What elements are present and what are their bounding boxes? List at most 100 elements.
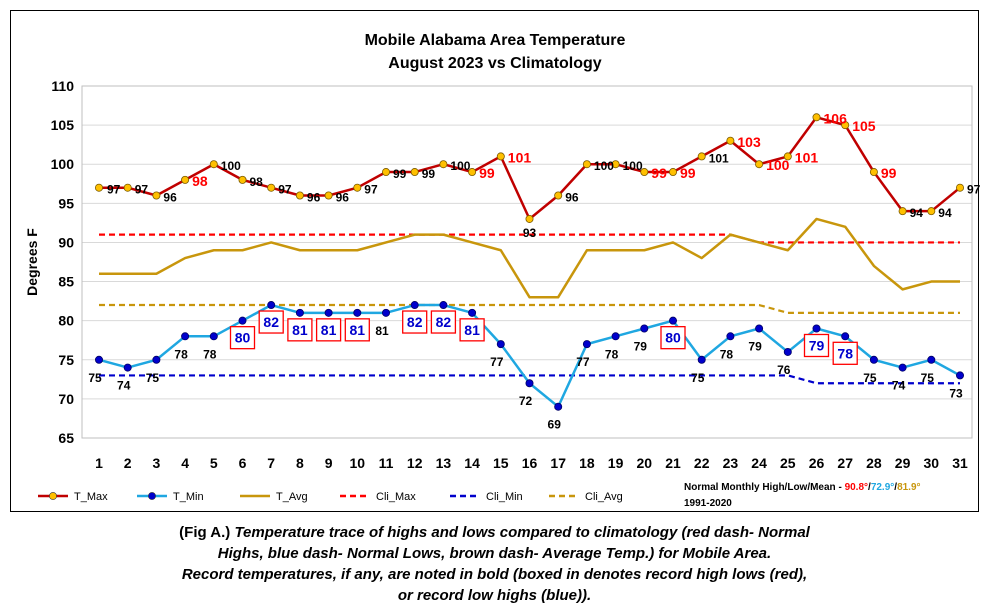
t-max-label: 94 — [938, 206, 952, 220]
t-min-label: 79 — [634, 339, 648, 353]
t-min-label: 78 — [174, 347, 188, 361]
y-tick-label: 105 — [51, 117, 75, 133]
t-max-label: 101 — [508, 149, 532, 165]
x-tick-label: 18 — [579, 455, 595, 471]
t-max-label: 100 — [766, 157, 790, 173]
data-labels: 97 97 96 98 100 98 97 96 96 97 99 99 100 99 101 93 96 100… — [88, 110, 980, 431]
t-max-point — [353, 183, 362, 192]
y-tick-label: 100 — [51, 156, 75, 172]
t-min-point — [841, 332, 850, 341]
t-min-record-label: 82 — [263, 314, 279, 330]
y-tick-label: 65 — [58, 430, 74, 446]
temperature-chart: Mobile Alabama Area Temperature August 2… — [24, 32, 981, 509]
caption-text-2: Highs, blue dash- Normal Lows, brown das… — [217, 545, 772, 562]
x-tick-label: 25 — [780, 455, 796, 471]
t-min-record-label: 82 — [407, 314, 423, 330]
t-min-label: 74 — [892, 379, 906, 393]
chart-frame — [10, 10, 979, 512]
t-min-label: 75 — [691, 371, 705, 385]
t-max-point — [267, 183, 276, 192]
t-min-record-label: 80 — [665, 330, 681, 346]
t-min-label: 75 — [863, 371, 877, 385]
t-max-label: 96 — [163, 191, 177, 205]
t-max-point — [640, 168, 649, 177]
t-min-point — [439, 301, 448, 310]
t-min-record-label: 81 — [292, 322, 308, 338]
record-box — [402, 310, 428, 334]
t-min-label: 78 — [720, 347, 734, 361]
normals-note-period: 1991-2020 — [684, 498, 732, 509]
t-max-label: 99 — [680, 165, 696, 181]
normals-note-sep2: / — [894, 482, 897, 493]
t-min-record-label: 82 — [436, 314, 452, 330]
legend-marker — [148, 492, 156, 500]
y-tick-label: 70 — [58, 391, 74, 407]
t-max-label: 97 — [135, 183, 149, 197]
x-tick-label: 11 — [379, 455, 394, 471]
record-box — [832, 341, 858, 365]
t-min-point — [726, 332, 735, 341]
t-max-label: 105 — [852, 118, 876, 134]
caption-text-3: Record temperatures, if any, are noted i… — [181, 566, 808, 583]
t-max-point — [152, 191, 161, 200]
x-tick-label: 15 — [493, 455, 509, 471]
t-max-point — [410, 168, 419, 177]
t-max-label: 97 — [278, 183, 292, 197]
t-max-point — [898, 207, 907, 216]
t-min-point — [697, 355, 706, 364]
x-tick-label: 30 — [924, 455, 940, 471]
x-tick-label: 5 — [210, 455, 218, 471]
x-tick-label: 22 — [694, 455, 710, 471]
t-min-point — [956, 371, 965, 380]
record-box — [803, 333, 830, 358]
x-tick-label: 10 — [350, 455, 366, 471]
y-tick-label: 80 — [58, 313, 74, 329]
t-min-point — [353, 308, 362, 317]
t-min-label: 75 — [146, 371, 160, 385]
x-tick-label: 1 — [95, 455, 103, 471]
t-max-point — [841, 121, 850, 130]
t-max-label: 101 — [709, 151, 729, 165]
t-min-point — [496, 340, 505, 349]
chart-subtitle: August 2023 vs Climatology — [388, 55, 601, 72]
normals-note-text: Normal Monthly High/Low/Mean - 90.8°/72.… — [684, 482, 921, 493]
t-max-label: 94 — [910, 206, 924, 220]
t-max-label: 93 — [523, 226, 537, 240]
x-tick-label: 12 — [407, 455, 423, 471]
t-max-label: 97 — [364, 183, 378, 197]
caption-prefix: (Fig A.) — [179, 524, 235, 541]
t-min-point — [468, 308, 477, 317]
t-min-point — [783, 347, 792, 356]
t-min-point — [410, 301, 419, 310]
t-max-point — [812, 113, 821, 122]
t-max-label: 97 — [967, 183, 981, 197]
t-max-point — [525, 214, 534, 223]
t-max-point — [726, 136, 735, 145]
legend-label: T_Max — [74, 491, 108, 503]
record-box — [660, 326, 686, 350]
t-min-point — [869, 355, 878, 364]
t-max-point — [439, 160, 448, 169]
legend-label: T_Avg — [276, 491, 308, 503]
normals-note-low: 72.9° — [871, 482, 894, 493]
t-min-point — [554, 402, 563, 411]
t-min-point — [209, 332, 218, 341]
t-min-label: 77 — [576, 355, 590, 369]
legend-label: Cli_Avg — [585, 491, 623, 503]
t-max-label: 100 — [221, 159, 241, 173]
t-min-point — [95, 355, 104, 364]
t-max-point — [468, 168, 477, 177]
t-max-label: 100 — [623, 159, 643, 173]
t-min-point — [238, 316, 247, 325]
t-min-label: 77 — [490, 355, 504, 369]
t-min-point — [324, 308, 333, 317]
t-min-point — [152, 355, 161, 364]
y-tick-label: 95 — [58, 195, 74, 211]
t-max-point — [783, 152, 792, 161]
x-tick-label: 31 — [952, 455, 968, 471]
x-tick-label: 17 — [550, 455, 566, 471]
t-min-label: 75 — [921, 371, 935, 385]
t-max-label: 97 — [107, 183, 121, 197]
t-max-label: 96 — [565, 191, 579, 205]
